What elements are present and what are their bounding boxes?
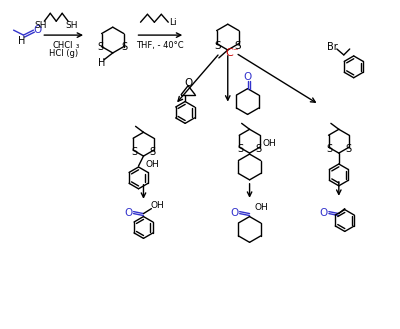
Text: S: S	[256, 144, 262, 154]
Text: O: O	[184, 78, 192, 88]
Text: S: S	[150, 147, 156, 157]
Text: H: H	[98, 58, 106, 68]
Text: O: O	[230, 208, 239, 217]
Text: S: S	[345, 144, 351, 154]
Text: ₃: ₃	[76, 40, 79, 50]
Text: O: O	[320, 208, 328, 217]
Text: H: H	[18, 36, 25, 46]
Text: THF, - 40°C: THF, - 40°C	[136, 40, 184, 50]
Text: S: S	[131, 147, 137, 157]
Text: CHCl: CHCl	[53, 40, 74, 50]
Text: ⁻: ⁻	[232, 47, 238, 57]
Text: OH: OH	[146, 160, 159, 168]
Text: HCl (g): HCl (g)	[49, 49, 78, 59]
Text: OH: OH	[255, 203, 268, 212]
Text: O: O	[244, 72, 252, 82]
Text: OH: OH	[150, 201, 164, 210]
Text: C: C	[225, 48, 233, 58]
Text: O: O	[33, 25, 42, 35]
Text: S: S	[214, 40, 221, 51]
Text: S: S	[235, 40, 241, 51]
Text: S: S	[122, 42, 128, 53]
Text: S: S	[237, 144, 243, 154]
Text: O: O	[124, 208, 133, 217]
Text: Br: Br	[326, 42, 337, 52]
Text: SH: SH	[34, 21, 47, 30]
Text: OH: OH	[262, 139, 276, 148]
Text: SH: SH	[66, 21, 78, 30]
Text: Li: Li	[170, 18, 177, 27]
Text: S: S	[98, 42, 104, 53]
Text: S: S	[326, 144, 332, 154]
